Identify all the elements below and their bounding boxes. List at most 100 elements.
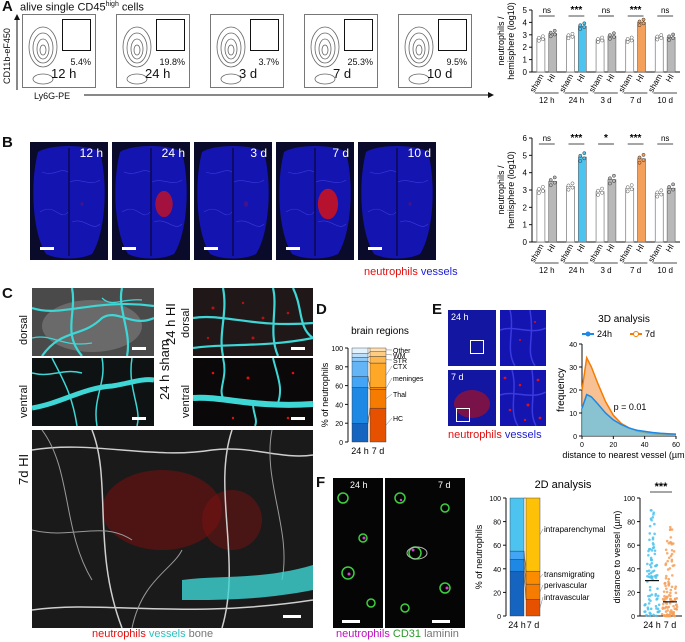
x-tick-label: 0 xyxy=(580,442,584,449)
data-point xyxy=(537,187,541,191)
bar-hi xyxy=(548,181,558,243)
label-ventral-sham: ventral xyxy=(18,384,30,418)
y-tick-label: 1 xyxy=(523,221,528,230)
data-point xyxy=(649,565,653,569)
y-axis-label: distance to vessel (µm) xyxy=(612,511,622,604)
data-point xyxy=(637,155,642,160)
flow-timepoint: 3 d xyxy=(239,66,258,81)
data-point xyxy=(650,549,654,552)
data-point xyxy=(672,604,675,608)
sig-label: *** xyxy=(630,133,642,144)
y-tick-label: 6 xyxy=(523,134,528,143)
data-point xyxy=(648,585,652,589)
stack-segment xyxy=(525,570,541,585)
brain-timepoint: 7 d xyxy=(332,146,349,160)
data-point xyxy=(659,192,664,197)
data-point xyxy=(625,185,630,190)
group-label: 10 d xyxy=(657,96,673,105)
brain-image-3: 7 d xyxy=(276,142,354,260)
data-point xyxy=(645,569,649,573)
category-label: transmigrating xyxy=(544,570,595,579)
data-point xyxy=(672,611,675,615)
brain-timepoint: 12 h xyxy=(79,146,103,160)
data-point xyxy=(570,34,575,39)
data-point xyxy=(646,562,649,566)
data-point xyxy=(608,181,612,186)
data-point xyxy=(647,553,650,557)
data-point xyxy=(578,159,583,163)
data-point xyxy=(675,608,679,611)
stack-segment xyxy=(525,497,541,572)
bar-hi xyxy=(637,158,646,243)
category-label: intravascular xyxy=(544,593,590,602)
bar-sham xyxy=(625,187,635,243)
legend-e-neutrophils: neutrophils xyxy=(448,429,502,441)
data-point xyxy=(651,541,655,545)
data-point xyxy=(667,541,671,545)
x-cat-label: sham xyxy=(528,72,546,94)
group-label: 12 h xyxy=(539,96,555,105)
sig-label: *** xyxy=(630,5,642,16)
flow-contours xyxy=(28,26,58,85)
y-tick-label: 60 xyxy=(335,384,343,391)
data-point xyxy=(673,607,677,610)
legend-label-7d: 7d xyxy=(645,329,655,339)
y-axis-label: % of neutrophils xyxy=(474,524,484,589)
region-label: CTX xyxy=(393,364,407,371)
data-point xyxy=(671,32,675,37)
data-point xyxy=(653,522,656,526)
bar-sham xyxy=(536,189,546,243)
data-point xyxy=(646,574,649,578)
data-point xyxy=(570,181,575,186)
x-cat-label: sham xyxy=(558,72,576,94)
y-tick-label: 3 xyxy=(523,31,528,40)
flow-percent: 5.4% xyxy=(70,57,91,67)
data-point xyxy=(667,185,671,189)
panel-letter-d: D xyxy=(316,301,327,318)
data-point xyxy=(649,576,652,579)
data-point xyxy=(655,598,658,601)
data-point xyxy=(596,188,600,193)
scale-bar xyxy=(132,347,146,350)
data-point xyxy=(647,572,651,576)
scale-bar xyxy=(291,417,305,420)
y-axis-label: frequency xyxy=(556,368,567,412)
chart-f-stack: 2D analysis 0 20 40 60 80 100 % of neutrophils i… xyxy=(474,479,606,630)
data-point xyxy=(667,34,671,39)
data-point xyxy=(612,35,616,39)
gate-label-tail: cells xyxy=(118,1,144,14)
x-cat-label: HI xyxy=(575,73,587,84)
x-cat-label: 7 d xyxy=(372,446,385,456)
e-24h-zoom xyxy=(500,310,546,366)
brain-image-4: 10 d xyxy=(358,142,436,260)
data-point xyxy=(552,180,557,185)
label-leader xyxy=(539,584,544,592)
data-point xyxy=(669,598,672,602)
stack-connector xyxy=(523,571,527,600)
y-tick-label: 0 xyxy=(523,68,528,77)
f-7d-label: 7 d xyxy=(438,480,451,490)
data-point xyxy=(578,23,583,28)
data-point xyxy=(596,193,600,197)
flow-percent: 3.7% xyxy=(258,57,279,67)
data-point xyxy=(629,35,634,40)
legend-b-vessels: vessels xyxy=(420,266,458,278)
stack-connector xyxy=(367,351,371,354)
y-tick-label: 80 xyxy=(627,520,635,527)
stack-segment xyxy=(351,375,369,388)
e-7d-overview: 7 d xyxy=(448,370,496,426)
data-point xyxy=(596,40,600,44)
x-cat-label: sham xyxy=(617,72,635,94)
data-point xyxy=(649,571,653,575)
data-point xyxy=(655,34,660,39)
legend-f-laminin: laminin xyxy=(424,628,459,640)
data-point xyxy=(650,561,654,565)
data-point xyxy=(665,587,668,590)
group-label: 12 h xyxy=(539,266,555,275)
label-leader xyxy=(539,596,544,608)
data-point xyxy=(629,38,634,43)
brain-timepoint: 3 d xyxy=(250,146,267,160)
data-point xyxy=(664,577,668,580)
y-tick-label: 0 xyxy=(573,434,577,441)
data-point xyxy=(612,31,616,36)
